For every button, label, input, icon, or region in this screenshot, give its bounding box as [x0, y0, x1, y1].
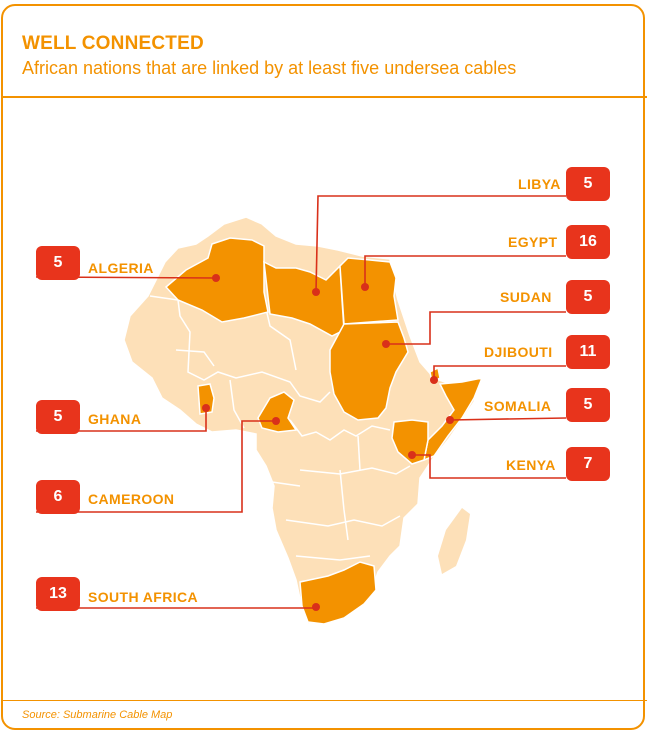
location-dot-cameroon — [272, 417, 280, 425]
country-label-ghana: GHANA — [88, 411, 142, 427]
page-subtitle: African nations that are linked by at le… — [22, 58, 517, 78]
location-dot-djibouti — [430, 376, 438, 384]
cable-count-badge-cameroon: 6 — [36, 480, 80, 514]
cable-count-badge-sudan: 5 — [566, 280, 610, 314]
location-dot-sudan — [382, 340, 390, 348]
location-dot-libya — [312, 288, 320, 296]
location-dot-egypt — [361, 283, 369, 291]
cable-count-badge-south-africa: 13 — [36, 577, 80, 611]
cable-count-badge-egypt: 16 — [566, 225, 610, 259]
country-label-algeria: ALGERIA — [88, 260, 154, 276]
leader-line-sudan — [386, 311, 566, 345]
location-dot-ghana — [202, 404, 210, 412]
country-label-somalia: SOMALIA — [484, 398, 552, 414]
leader-line-somalia — [449, 417, 567, 421]
leader-line-cameroon — [36, 420, 276, 513]
madagascar-island — [438, 508, 470, 574]
country-label-egypt: EGYPT — [508, 234, 558, 250]
cable-count-badge-libya: 5 — [566, 167, 610, 201]
location-dot-south-africa — [312, 603, 320, 611]
cable-count-badge-kenya: 7 — [566, 447, 610, 481]
leader-line-libya — [315, 195, 566, 293]
country-shape-egypt — [339, 257, 399, 325]
location-dot-algeria — [212, 274, 220, 282]
header-divider — [1, 96, 647, 98]
location-dot-somalia — [446, 416, 454, 424]
country-label-kenya: KENYA — [506, 457, 556, 473]
cable-count-badge-ghana: 5 — [36, 400, 80, 434]
country-label-sudan: SUDAN — [500, 289, 552, 305]
cable-count-badge-algeria: 5 — [36, 246, 80, 280]
leader-line-ghana — [36, 408, 207, 432]
leader-lines — [35, 195, 567, 611]
country-label-libya: LIBYA — [518, 176, 561, 192]
country-label-djibouti: DJIBOUTI — [484, 344, 553, 360]
location-dot-kenya — [408, 451, 416, 459]
cable-count-badge-somalia: 5 — [566, 388, 610, 422]
country-label-cameroon: CAMEROON — [88, 491, 175, 507]
leader-line-egypt — [364, 255, 566, 287]
country-label-south-africa: SOUTH AFRICA — [88, 589, 199, 605]
leader-line-kenya — [412, 454, 566, 479]
card-frame — [1, 4, 645, 730]
page-title: WELL CONNECTED — [22, 33, 204, 54]
cable-count-badge-djibouti: 11 — [566, 335, 610, 369]
source-note: Source: Submarine Cable Map — [22, 709, 173, 721]
footer-divider — [1, 700, 647, 701]
country-shape-ghana — [197, 383, 215, 415]
country-shape-kenya — [391, 419, 429, 465]
leader-line-djibouti — [433, 365, 566, 380]
